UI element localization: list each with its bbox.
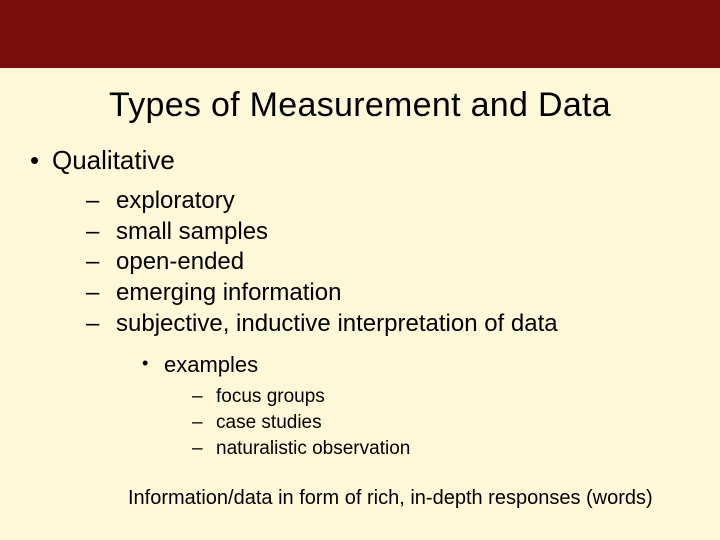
l1-text: Qualitative — [52, 145, 175, 175]
l4-text: naturalistic observation — [216, 436, 410, 462]
dash-icon: – — [86, 217, 116, 248]
list-item: –small samples — [86, 217, 690, 248]
list-item: –open-ended — [86, 247, 690, 278]
list-item: –emerging information — [86, 278, 690, 309]
dash-icon: – — [192, 384, 216, 410]
list-item: –subjective, inductive interpretation of… — [86, 309, 690, 340]
dash-icon: – — [86, 247, 116, 278]
l2-text: small samples — [116, 217, 268, 248]
dash-icon: – — [192, 436, 216, 462]
list-item: –case studies — [192, 410, 690, 436]
l2-text: exploratory — [116, 186, 235, 217]
list-item: –focus groups — [192, 384, 690, 410]
level3-list: •examples –focus groups –case studies –n… — [142, 350, 690, 462]
level4-list: –focus groups –case studies –naturalisti… — [192, 384, 690, 461]
bullet-level1: •Qualitative — [30, 145, 690, 176]
bullet-dot-icon: • — [142, 351, 164, 382]
dash-icon: – — [192, 410, 216, 436]
dash-icon: – — [86, 186, 116, 217]
slide-title: Types of Measurement and Data — [0, 86, 720, 125]
l2-text: subjective, inductive interpretation of … — [116, 309, 558, 340]
l2-text: emerging information — [116, 278, 341, 309]
slide-content: •Qualitative –exploratory –small samples… — [0, 125, 720, 510]
dash-icon: – — [86, 278, 116, 309]
list-item: –exploratory — [86, 186, 690, 217]
list-item: •examples — [142, 350, 690, 381]
list-item: –naturalistic observation — [192, 436, 690, 462]
l4-text: case studies — [216, 410, 322, 436]
footer-text: Information/data in form of rich, in-dep… — [128, 487, 690, 510]
dash-icon: – — [86, 309, 116, 340]
level2-list: –exploratory –small samples –open-ended … — [86, 186, 690, 461]
header-bar — [0, 0, 720, 68]
l4-text: focus groups — [216, 384, 325, 410]
bullet-dot-icon: • — [30, 145, 52, 176]
l3-text: examples — [164, 350, 258, 381]
l2-text: open-ended — [116, 247, 244, 278]
